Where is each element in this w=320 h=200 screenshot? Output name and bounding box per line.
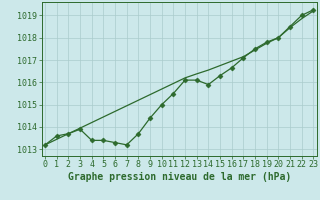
X-axis label: Graphe pression niveau de la mer (hPa): Graphe pression niveau de la mer (hPa) [68, 172, 291, 182]
